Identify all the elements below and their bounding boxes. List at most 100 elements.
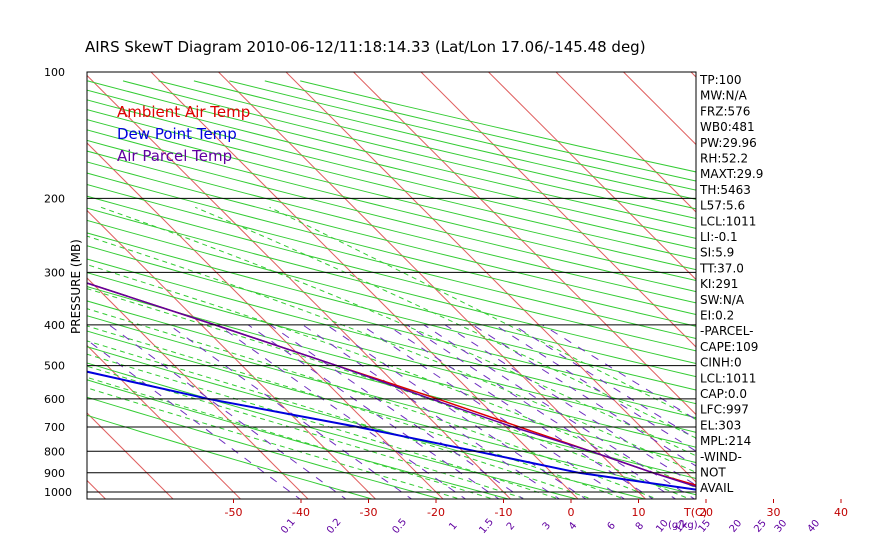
bottom-temp-tick-label: -30 bbox=[360, 506, 378, 519]
stat-item: RH:52.2 bbox=[700, 152, 748, 166]
legend-air-parcel-temp: Air Parcel Temp bbox=[117, 147, 232, 165]
mixing-ratio-line bbox=[108, 324, 347, 499]
moist-adiabat-line bbox=[87, 387, 462, 499]
mixing-ratio-line bbox=[326, 324, 587, 499]
isotherm-line bbox=[352, 72, 696, 416]
dry-adiabat-line bbox=[87, 119, 696, 271]
dry-adiabat-line bbox=[87, 315, 696, 479]
stat-item: AVAIL bbox=[700, 481, 734, 495]
pressure-tick-label: 300 bbox=[44, 266, 65, 279]
pressure-tick-label: 200 bbox=[44, 192, 65, 205]
moist-adiabat-line bbox=[100, 206, 696, 457]
mixing-ratio-line bbox=[302, 324, 561, 499]
moist-adiabat-line bbox=[87, 376, 495, 499]
mixing-ratio-line bbox=[472, 324, 696, 467]
stat-item: TH:5463 bbox=[699, 183, 751, 197]
isotherm-line bbox=[555, 72, 696, 213]
bottom-temp-tick-label: 40 bbox=[834, 506, 848, 519]
mixing-ratio-label: 0.2 bbox=[325, 517, 344, 536]
stat-item: CINH:0 bbox=[700, 356, 742, 370]
isotherm-line bbox=[87, 479, 107, 499]
dry-adiabat-line bbox=[87, 207, 696, 365]
mixing-ratio-label: 8 bbox=[634, 520, 647, 532]
bottom-temp-tick-label: 30 bbox=[767, 506, 781, 519]
series-layer bbox=[87, 282, 696, 491]
stat-item: CAP:0.0 bbox=[700, 387, 747, 401]
dry-adiabat-line bbox=[87, 330, 696, 496]
dry-adiabat-line bbox=[87, 362, 579, 499]
mixing-ratio-label: 2 bbox=[505, 520, 518, 532]
dry-adiabat-line bbox=[87, 99, 696, 250]
pressure-tick-label: 1000 bbox=[44, 486, 72, 499]
isotherm-line bbox=[87, 209, 377, 499]
mixing-ratio-label: 3 bbox=[541, 520, 554, 532]
dry-adiabat-line bbox=[87, 258, 696, 419]
mixing-ratio-line bbox=[494, 324, 696, 452]
stat-item: SW:N/A bbox=[700, 293, 745, 307]
bottom-axis-unit: T(C) bbox=[683, 506, 707, 519]
isotherm-line bbox=[0, 52, 51, 512]
stat-item: EL:303 bbox=[700, 418, 741, 432]
stat-item: LCL:1011 bbox=[700, 371, 756, 385]
dry-adiabat-line bbox=[158, 80, 696, 210]
stat-item: CAPE:109 bbox=[700, 340, 758, 354]
bottom-temp-tick-label: -40 bbox=[292, 506, 310, 519]
isotherm-line bbox=[87, 344, 242, 499]
mixing-ratio-line bbox=[444, 324, 696, 486]
stat-item: NOT bbox=[700, 466, 726, 480]
isotherm-line bbox=[420, 72, 696, 348]
mixing-ratio-label: 40 bbox=[806, 518, 823, 535]
legend-dew-point-temp: Dew Point Temp bbox=[117, 125, 237, 143]
moist-adiabat-line bbox=[87, 353, 561, 499]
moist-adiabat-line bbox=[87, 264, 696, 489]
moist-adiabat-line bbox=[87, 288, 691, 499]
dry-adiabat-line bbox=[87, 129, 696, 282]
mixing-ratio-line bbox=[423, 324, 696, 499]
mixing-ratio-line bbox=[361, 324, 626, 499]
bottom-temp-tick-label: -10 bbox=[495, 506, 513, 519]
stat-item: TP:100 bbox=[699, 73, 742, 87]
stat-item: LFC:997 bbox=[700, 403, 749, 417]
dry-adiabat-line bbox=[87, 286, 696, 448]
stat-item: -WIND- bbox=[700, 450, 742, 464]
stat-item: L57:5.6 bbox=[700, 199, 745, 213]
chart-title: AIRS SkewT Diagram 2010-06-12/11:18:14.3… bbox=[85, 38, 646, 56]
mixing-ratio-line bbox=[386, 324, 654, 499]
pressure-tick-label: 800 bbox=[44, 445, 65, 458]
legend-ambient-air-temp: Ambient Air Temp bbox=[117, 103, 250, 121]
series-line-ambient-air-temp bbox=[87, 282, 696, 486]
dry-adiabat-line bbox=[87, 183, 696, 339]
stat-item: -PARCEL- bbox=[700, 324, 754, 338]
stat-item: PW:29.96 bbox=[700, 136, 757, 150]
stat-item: MW:N/A bbox=[700, 89, 748, 103]
mixing-ratio-line bbox=[270, 324, 525, 499]
pressure-tick-label: 900 bbox=[44, 467, 65, 480]
mixing-ratio-line bbox=[217, 324, 467, 499]
pressure-tick-label: 500 bbox=[44, 360, 65, 373]
mixing-ratio-label: 4 bbox=[567, 520, 580, 532]
mixing-ratio-label: 20 bbox=[728, 518, 745, 535]
y-axis-label: PRESSURE (MB) bbox=[69, 239, 83, 334]
dry-adiabat-line bbox=[87, 272, 696, 433]
bottom-temp-tick-label: 10 bbox=[632, 506, 646, 519]
mixing-ratio-label: 15 bbox=[697, 518, 714, 535]
bottom-temp-tick-label: -50 bbox=[225, 506, 243, 519]
mixing-ratio-line bbox=[406, 324, 677, 499]
isotherm-line bbox=[285, 72, 696, 483]
grid-layer bbox=[0, 52, 696, 512]
dry-adiabat-line bbox=[87, 109, 696, 260]
mixing-ratio-line bbox=[512, 324, 696, 440]
pressure-tick-label: 100 bbox=[44, 66, 65, 79]
moist-adiabat-line bbox=[87, 235, 696, 473]
bottom-temp-tick-label: 20 bbox=[699, 506, 713, 519]
moist-adiabat-line bbox=[269, 206, 696, 420]
moist-adiabat-line bbox=[87, 325, 626, 499]
dry-adiabat-line bbox=[87, 396, 443, 499]
mixing-ratio-label: 1.5 bbox=[477, 517, 496, 536]
dry-adiabat-line bbox=[87, 219, 696, 378]
isotherm-line bbox=[487, 72, 696, 281]
stat-item: SI:5.9 bbox=[700, 246, 734, 260]
dry-adiabat-line bbox=[87, 150, 696, 304]
